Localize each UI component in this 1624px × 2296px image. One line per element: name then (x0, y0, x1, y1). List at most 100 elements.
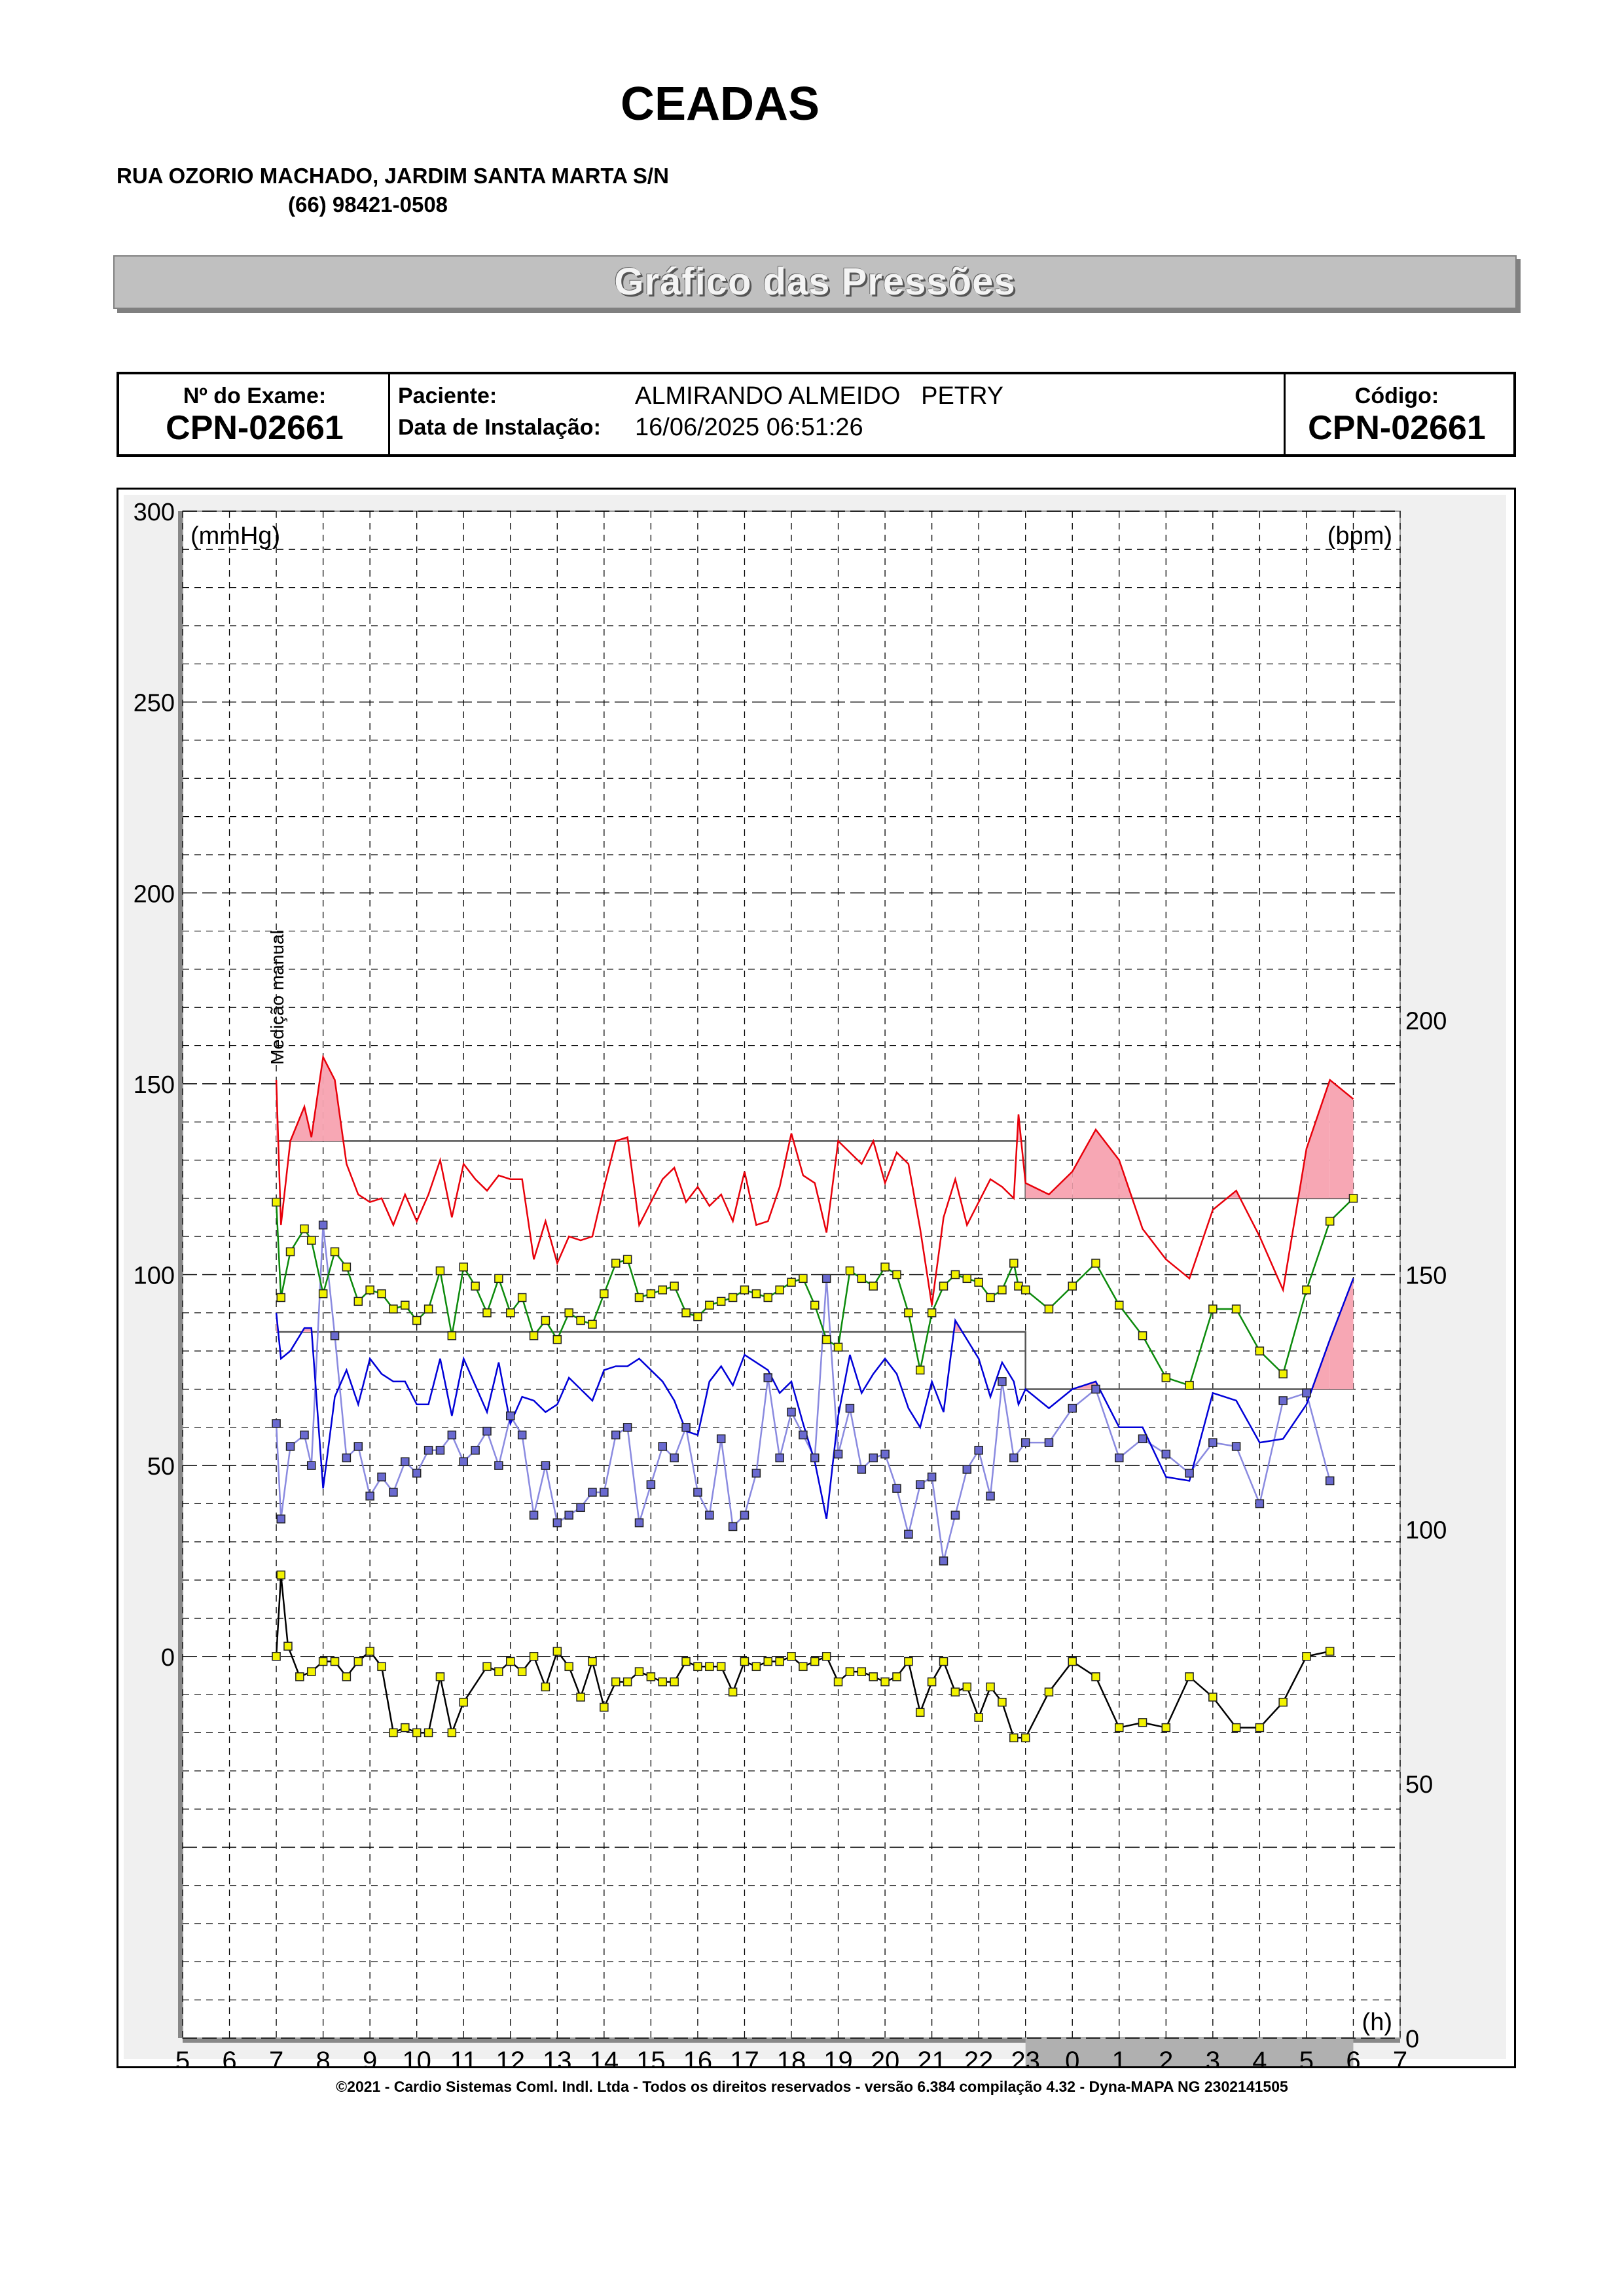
data-point (904, 1530, 913, 1539)
x-tick-label: 23 (1011, 2047, 1040, 2066)
data-point (295, 1672, 304, 1681)
data-point (541, 1316, 550, 1325)
x-tick-label: 14 (590, 2047, 619, 2066)
data-point (1208, 1693, 1218, 1702)
data-point (1302, 1388, 1311, 1398)
data-point (857, 1465, 867, 1474)
data-point (272, 1419, 281, 1428)
data-point (1138, 1331, 1147, 1340)
data-point (1231, 1442, 1241, 1451)
data-point (506, 1411, 515, 1421)
data-point (705, 1511, 714, 1520)
data-point (740, 1657, 749, 1666)
right-tick-label: 50 (1405, 1771, 1433, 1799)
data-point (998, 1697, 1007, 1707)
data-point (986, 1492, 995, 1501)
data-point (300, 1224, 309, 1234)
data-point (915, 1365, 925, 1375)
x-tick-label: 2 (1159, 2047, 1173, 2066)
excess-area (1306, 1080, 1330, 1198)
data-point (974, 1446, 983, 1455)
data-point (1278, 1697, 1288, 1707)
data-point (833, 1342, 843, 1352)
data-point (412, 1316, 422, 1325)
data-point (1009, 1733, 1019, 1742)
data-point (318, 1220, 328, 1230)
data-point (1044, 1438, 1054, 1447)
data-point (950, 1270, 960, 1280)
data-point (389, 1728, 398, 1738)
data-point (1020, 1438, 1030, 1447)
install-date-label: Data de Instalação: (398, 415, 601, 440)
data-point (272, 1197, 281, 1207)
data-point (821, 1652, 831, 1661)
data-point (904, 1657, 913, 1666)
data-point (880, 1449, 890, 1459)
x-tick-label: 16 (683, 2047, 713, 2066)
data-point (939, 1556, 948, 1566)
data-point (588, 1488, 597, 1497)
data-point (318, 1289, 328, 1299)
data-point (435, 1446, 445, 1455)
data-point (833, 1677, 843, 1687)
data-point (845, 1266, 855, 1276)
data-point (646, 1480, 656, 1490)
data-point (482, 1308, 492, 1318)
data-point (1208, 1438, 1218, 1447)
data-point (799, 1274, 808, 1283)
data-point (276, 1570, 285, 1580)
data-point (892, 1672, 901, 1681)
diastolic-line (275, 1278, 1354, 1520)
excess-area (323, 1057, 335, 1141)
data-point (892, 1270, 901, 1280)
clinic-name: CEADAS (620, 78, 820, 130)
x-tick-label: 7 (269, 2047, 283, 2066)
data-point (365, 1492, 374, 1501)
pulse-pressure-markers (272, 1220, 1335, 1566)
data-point (869, 1453, 878, 1463)
data-point (435, 1266, 445, 1276)
clinic-address: RUA OZORIO MACHADO, JARDIM SANTA MARTA S… (117, 164, 669, 188)
right-axis-unit: (bpm) (1327, 522, 1392, 550)
data-point (716, 1297, 726, 1306)
exam-number-value: CPN-02661 (166, 409, 344, 447)
data-point (600, 1488, 609, 1497)
data-point (986, 1293, 995, 1302)
data-point (306, 1667, 316, 1676)
data-point (693, 1488, 702, 1497)
data-point (810, 1300, 820, 1310)
data-point (1208, 1304, 1218, 1314)
data-point (763, 1293, 772, 1302)
data-point (494, 1667, 503, 1676)
grid-lines (182, 511, 1401, 2039)
data-point (517, 1430, 527, 1440)
left-tick-label: 200 (134, 880, 175, 908)
x-tick-label: 17 (730, 2047, 759, 2066)
data-point (1255, 1499, 1265, 1509)
left-tick-label: 100 (134, 1263, 175, 1290)
x-tick-label: 11 (450, 2047, 477, 2066)
data-point (927, 1677, 937, 1687)
data-point (1325, 1476, 1335, 1486)
systolic-limit-line (276, 1140, 1354, 1200)
data-point (330, 1247, 340, 1257)
data-point (552, 1335, 562, 1344)
x-tick-label: 19 (823, 2047, 853, 2066)
code-cell: Código: CPN-02661 (1286, 374, 1513, 454)
data-point (330, 1657, 340, 1666)
data-point (447, 1430, 457, 1440)
data-point (681, 1657, 691, 1666)
data-point (424, 1304, 433, 1314)
data-point (412, 1469, 422, 1478)
data-point (787, 1407, 796, 1417)
data-point (564, 1662, 573, 1672)
data-point (365, 1647, 374, 1656)
data-point (471, 1282, 480, 1291)
data-point (306, 1461, 316, 1470)
install-date-value: 16/06/2025 06:51:26 (635, 414, 863, 441)
data-point (763, 1373, 772, 1382)
right-tick-label: 0 (1405, 2026, 1419, 2053)
data-point (576, 1503, 585, 1513)
data-point (915, 1480, 925, 1490)
